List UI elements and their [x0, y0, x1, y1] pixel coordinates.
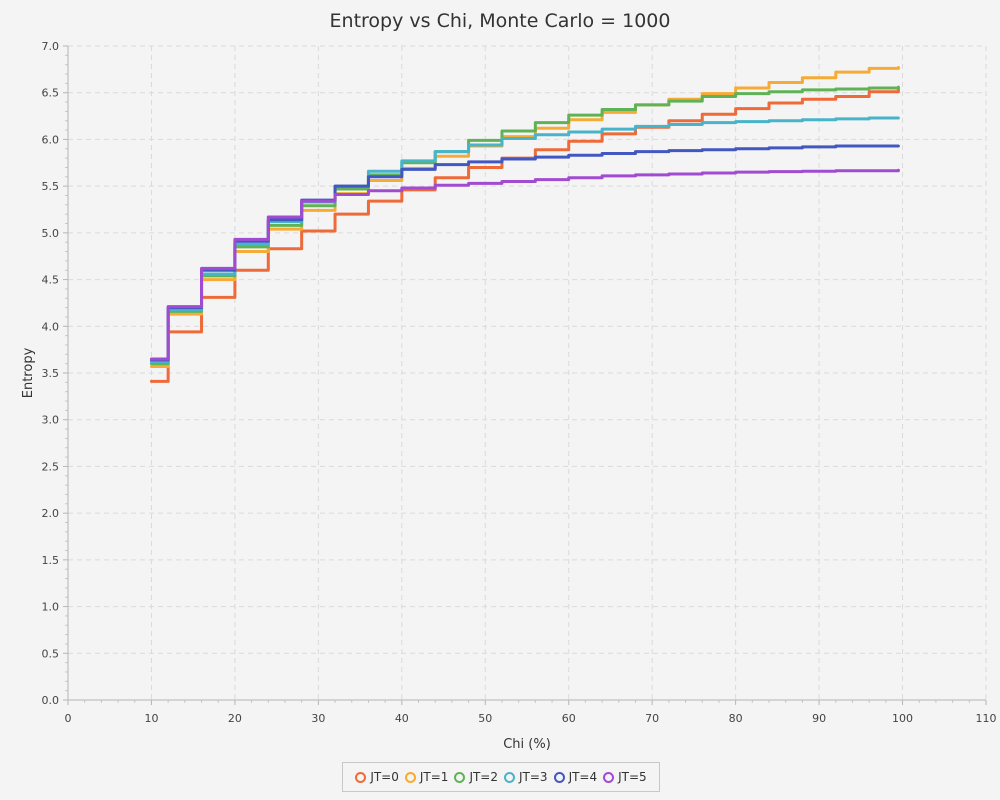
legend-circle-icon: [603, 771, 615, 783]
y-tick-label: 5.0: [42, 227, 60, 240]
y-tick-label: 3.0: [42, 414, 60, 427]
y-tick-label: 0.5: [42, 647, 60, 660]
y-tick-label: 6.0: [42, 133, 60, 146]
y-tick-label: 2.0: [42, 507, 60, 520]
legend-label: JT=3: [519, 770, 548, 784]
series-line-jt-2: [149, 85, 900, 366]
y-tick-label: 4.5: [42, 274, 60, 287]
series-line-jt-5: [149, 168, 900, 361]
x-tick-label: 110: [976, 712, 997, 725]
legend-item-jt-1[interactable]: JT=1: [404, 770, 449, 784]
legend-circle-icon: [504, 771, 515, 783]
x-tick-label: 10: [144, 712, 158, 725]
series-line-jt-1: [149, 65, 900, 368]
x-tick-label: 50: [478, 712, 492, 725]
series-group: [149, 65, 900, 383]
y-axis-label: Entropy: [21, 347, 36, 398]
y-tick-label: 6.5: [42, 87, 60, 100]
y-tick-label: 5.5: [42, 180, 60, 193]
legend-label: JT=5: [618, 770, 647, 784]
x-tick-label: 60: [562, 712, 576, 725]
grid: [68, 45, 987, 700]
x-tick-label: 20: [228, 712, 242, 725]
x-tick-label: 70: [645, 712, 659, 725]
legend-item-jt-5[interactable]: JT=5: [603, 770, 647, 784]
y-tick-label: 3.5: [42, 367, 60, 380]
x-axis-label: Chi (%): [503, 737, 551, 752]
legend-circle-icon: [553, 771, 565, 783]
legend-circle-icon: [355, 771, 367, 783]
legend-label: JT=4: [568, 770, 598, 784]
legend-label: JT=2: [469, 770, 498, 784]
legend-item-jt-4[interactable]: JT=4: [553, 770, 598, 784]
y-tick-label: 0.0: [42, 694, 60, 707]
legend-circle-icon: [454, 771, 466, 783]
y-tick-label: 2.5: [42, 460, 60, 473]
x-tick-label: 100: [892, 712, 913, 725]
y-tick-label: 1.5: [42, 554, 60, 567]
legend: JT=0 JT=1 JT=2 JT=3 JT=4 JT=5: [342, 762, 660, 792]
y-tick-label: 7.0: [42, 40, 60, 53]
x-tick-label: 40: [395, 712, 409, 725]
legend-label: JT=0: [370, 770, 399, 784]
y-tick-label: 4.0: [42, 320, 60, 333]
x-tick-label: 80: [729, 712, 743, 725]
chart-title: Entropy vs Chi, Monte Carlo = 1000: [330, 10, 671, 32]
x-tick-label: 30: [311, 712, 325, 725]
x-tick-label: 0: [65, 712, 72, 725]
y-tick-label: 1.0: [42, 601, 60, 614]
x-tick-label: 90: [812, 712, 826, 725]
legend-item-jt-0[interactable]: JT=0: [355, 770, 399, 784]
legend-item-jt-3[interactable]: JT=3: [504, 770, 548, 784]
legend-item-jt-2[interactable]: JT=2: [454, 770, 498, 784]
legend-circle-icon: [404, 771, 416, 783]
legend-label: JT=1: [419, 770, 449, 784]
axes: 0.0 0.5 1.0 1.5 2.0 2.5 3.0 3.5 4.0 4.5 5.0 5.5 6.0 6…: [42, 40, 997, 725]
